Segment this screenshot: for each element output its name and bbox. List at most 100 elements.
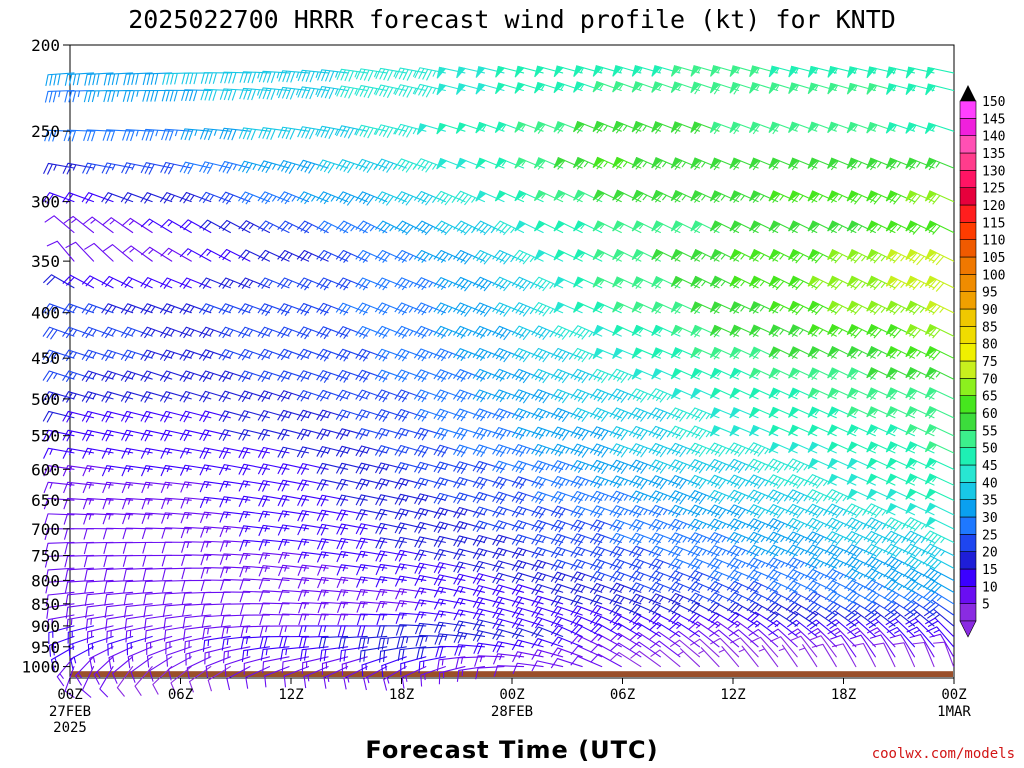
wind-barb [418,656,446,674]
barb-shaft [67,625,95,633]
barb-full-flag [649,631,659,640]
barb-pennant [924,473,937,485]
barb-full-flag [851,547,860,558]
barb-full-flag [535,597,543,608]
barb-shaft [145,591,173,595]
wind-barb [375,600,407,613]
barb-half-flag [776,605,782,612]
barb-full-flag [773,560,782,571]
barb-full-flag [609,558,617,569]
wind-barb [570,594,603,607]
barb-pennant [905,367,918,379]
barb-shaft [930,567,955,581]
wind-barb [628,558,661,572]
barb-full-flag [496,630,503,641]
barb-full-flag [336,601,342,613]
barb-full-flag [905,617,916,625]
barb-full-flag [238,496,245,507]
barb-full-flag [263,636,268,648]
barb-full-flag [749,546,758,557]
barb-full-flag [416,647,420,660]
barb-half-flag [838,574,844,580]
barb-full-flag [812,595,821,605]
barb-shaft [106,567,134,571]
wind-barb [336,551,368,563]
barb-half-flag [209,352,214,358]
barb-shaft [815,619,837,638]
barb-full-flag [746,545,755,555]
barb-full-flag [414,562,421,574]
wind-barb [629,641,661,658]
wind-barb [64,554,95,568]
barb-shaft [896,626,916,648]
barb-full-flag [104,606,108,619]
barb-shaft [674,545,701,557]
barb-pennant [905,406,917,418]
barb-full-flag [496,573,503,585]
barb-shaft [635,558,661,569]
barb-full-flag [671,572,680,582]
wind-barb [902,567,935,583]
wind-barb [181,554,212,566]
barb-full-flag [629,613,638,624]
barb-full-flag [121,448,128,459]
barb-half-flag [404,510,409,517]
plot-area [42,44,955,699]
barb-shaft [303,666,329,678]
barb-shaft [301,601,329,605]
barb-full-flag [279,625,284,638]
barb-half-flag [304,625,307,633]
barb-full-flag [824,544,833,554]
barb-full-flag [340,524,347,536]
barb-full-flag [574,617,582,627]
barb-shaft [655,593,681,605]
barb-full-flag [259,602,264,615]
barb-full-flag [734,584,743,594]
wind-barb [492,641,525,653]
barb-full-flag [457,562,464,574]
barb-full-flag [765,544,774,555]
barb-full-flag [550,606,559,617]
barb-half-flag [147,482,151,489]
wind-barb [589,614,622,627]
wind-barb [149,656,173,682]
barb-shaft [883,642,896,668]
barb-shaft [577,635,603,648]
barb-full-flag [281,464,288,475]
barb-full-flag [363,678,367,691]
barb-full-flag [531,572,539,583]
wind-barb [698,647,720,668]
barb-shaft [910,567,935,581]
wind-barb [531,637,564,649]
barb-half-flag [326,412,331,419]
barb-full-flag [515,608,523,619]
barb-full-flag [278,565,284,577]
barb-shaft [900,634,916,658]
barb-shaft [617,622,642,638]
barb-shaft [537,606,564,616]
barb-full-flag [453,598,460,609]
wind-barb [512,662,544,674]
barb-full-flag [870,605,881,614]
barb-full-flag [260,649,264,661]
barb-full-flag [808,558,817,569]
barb-full-flag [492,641,499,653]
barb-full-flag [239,566,245,578]
barb-full-flag [909,634,921,639]
barb-shaft [379,588,407,593]
wind-barb [924,617,955,638]
barb-half-flag [467,330,472,337]
wind-barb [85,614,114,631]
wind-barb [511,639,544,651]
barb-full-flag [768,628,779,636]
wind-barb [317,576,349,589]
barb-full-flag [844,590,854,600]
wind-barb [531,606,564,619]
barb-full-flag [262,481,268,492]
barb-full-flag [535,561,543,572]
barb-full-flag [355,509,362,521]
barb-full-flag [457,574,464,586]
barb-half-flag [463,523,468,530]
wind-barb [847,627,876,648]
barb-full-flag [183,430,190,442]
